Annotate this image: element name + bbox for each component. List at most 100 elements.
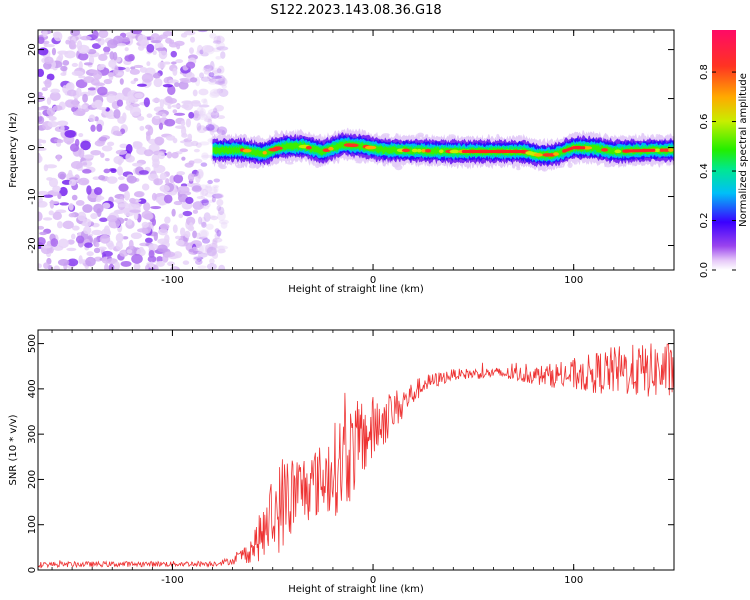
noise-blob (170, 61, 177, 65)
noise-blob (114, 65, 119, 75)
noise-blob (193, 110, 200, 119)
noise-blob (149, 261, 154, 269)
noise-blob (210, 110, 220, 119)
noise-blob (47, 120, 58, 128)
noise-blob (80, 35, 92, 41)
ridge-hotspot (416, 148, 422, 153)
noise-blob (154, 136, 165, 146)
figure-title: S122.2023.143.08.36.G18 (270, 3, 441, 18)
ridge-hotspot (533, 153, 543, 157)
noise-blob (205, 244, 213, 253)
noise-blob (164, 216, 171, 224)
noise-blob (156, 244, 168, 253)
noise-blob (71, 194, 78, 201)
noise-blob (104, 263, 109, 270)
noise-blob (162, 83, 173, 88)
noise-blob (207, 74, 212, 80)
noise-blob (114, 261, 120, 270)
noise-blob (93, 82, 106, 87)
noise-blob (211, 251, 219, 260)
noise-blob (192, 250, 203, 254)
noise-blob (62, 85, 68, 94)
noise-blob (198, 245, 204, 254)
noise-blob (123, 190, 131, 201)
noise-blob (109, 51, 115, 60)
noise-blob (97, 64, 105, 71)
noise-blob (184, 230, 191, 239)
noise-blob (91, 43, 101, 49)
noise-blob (41, 87, 48, 92)
noise-blob (153, 178, 164, 186)
noise-blob (38, 263, 42, 269)
noise-blob (125, 153, 133, 162)
noise-blob (205, 192, 217, 198)
noise-blob (216, 205, 222, 212)
noise-blob (148, 243, 159, 250)
noise-blob (129, 197, 136, 204)
noise-blob (186, 61, 196, 69)
noise-blob (212, 237, 223, 243)
noise-blob (49, 91, 61, 102)
noise-blob (92, 176, 101, 180)
noise-blob (200, 199, 209, 204)
noise-blob (199, 72, 205, 79)
noise-blob (80, 140, 91, 151)
noise-blob (38, 225, 45, 230)
noise-blob (199, 202, 207, 209)
noise-blob (166, 151, 173, 159)
noise-blob (167, 261, 175, 267)
noise-blob (174, 125, 186, 129)
ridge-hotspot (347, 143, 359, 148)
noise-blob (108, 59, 117, 68)
noise-blob (46, 97, 52, 105)
noise-blob (216, 126, 228, 136)
noise-blob (214, 74, 226, 85)
snr-xlabel: Height of straight line (km) (288, 584, 424, 595)
noise-blob (66, 89, 78, 97)
noise-blob (212, 47, 222, 53)
noise-blob (216, 46, 229, 51)
noise-blob (214, 80, 226, 85)
noise-blob (212, 40, 222, 44)
noise-blob (217, 248, 226, 254)
noise-blob (137, 45, 145, 51)
noise-blob (150, 205, 162, 210)
noise-blob (146, 61, 151, 67)
noise-blob (214, 228, 220, 234)
noise-blob (38, 143, 43, 147)
noise-blob (177, 185, 190, 194)
ridge-hotspot (262, 150, 267, 155)
noise-blob (195, 142, 202, 148)
noise-blob (56, 221, 63, 229)
noise-blob (191, 187, 202, 192)
noise-blob (124, 55, 134, 62)
ridge-hotspot (614, 149, 622, 154)
noise-blob (38, 107, 45, 111)
noise-blob (198, 104, 210, 108)
noise-blob (156, 256, 164, 263)
colorbar-tick-label: 0.6 (699, 114, 710, 130)
noise-blob (216, 68, 222, 74)
noise-blob (125, 104, 134, 111)
noise-blob (88, 114, 96, 123)
noise-blob (201, 188, 209, 197)
colorbar-tick-label: 0.4 (699, 163, 710, 179)
noise-blob (201, 198, 209, 206)
noise-blob (83, 76, 95, 84)
noise-blob (46, 73, 55, 81)
noise-blob (155, 47, 168, 52)
noise-blob (195, 232, 201, 240)
noise-blob (192, 89, 198, 97)
noise-blob (152, 158, 160, 167)
noise-blob (92, 30, 99, 40)
ridge-peak-segment (622, 148, 656, 153)
noise-blob (211, 193, 223, 199)
colorbar: 0.0 0.2 0.4 0.6 0.8 Normalized spectral ampl… (699, 30, 749, 278)
noise-blob (68, 179, 77, 187)
ridge-hotspot (421, 148, 426, 153)
noise-blob (96, 123, 103, 132)
noise-blob (201, 238, 211, 244)
noise-blob (205, 124, 215, 131)
noise-blob (182, 260, 190, 265)
noise-blob (200, 162, 208, 167)
